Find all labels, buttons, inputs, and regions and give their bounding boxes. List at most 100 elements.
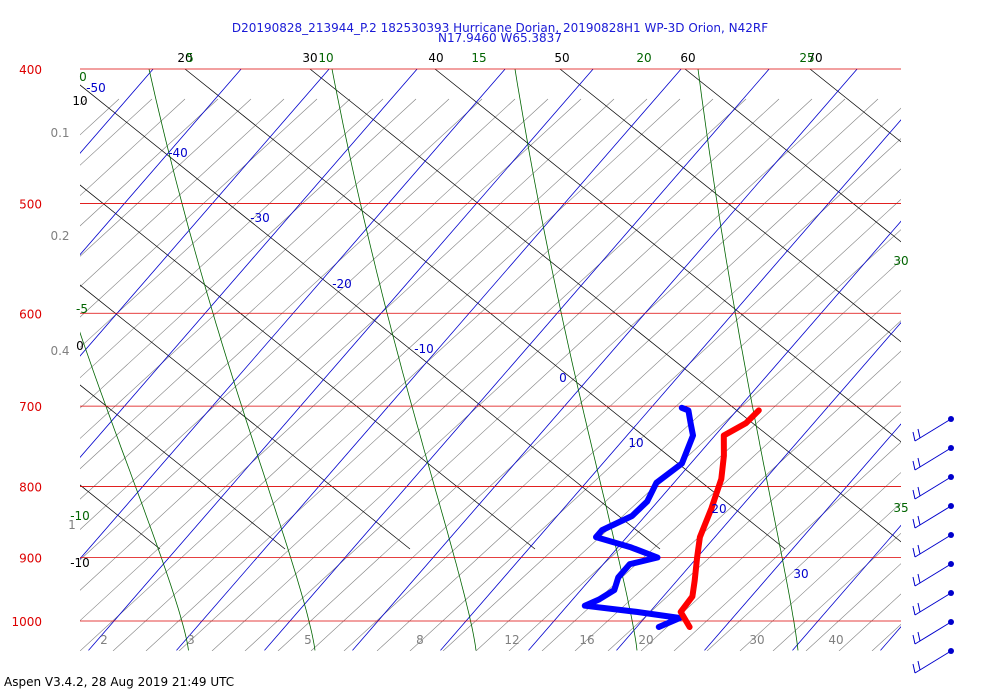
mixing-ratio-line (409, 198, 901, 651)
mixing-ratio-line (343, 138, 901, 651)
mixing-ratio-line (80, 98, 285, 288)
dry-adiabat-line (80, 184, 536, 550)
mixing-ratio-line (80, 98, 186, 197)
wind-barb-flag (912, 518, 916, 529)
dry-adiabat-lines (80, 69, 901, 550)
isotherm-label: 0 (559, 371, 567, 385)
dry-adiabat-line (80, 84, 661, 550)
dry-adiabat-line (684, 69, 901, 243)
wind-barb-staff (914, 418, 952, 442)
isotherm-label: -10 (414, 342, 434, 356)
wind-barb-flag (917, 428, 921, 439)
wind-barb (912, 561, 954, 587)
isotherm-label: -40 (168, 146, 188, 160)
moist-adiabat-line (514, 69, 638, 651)
mixing-ratio-line (0, 99, 20, 651)
wind-barb (912, 416, 954, 442)
isotherm-line (80, 69, 330, 357)
dry-adiabat-label: 10 (72, 94, 87, 108)
mixing-ratio-line (80, 98, 615, 591)
dry-adiabat-label: 0 (76, 339, 84, 353)
mixing-ratio-line (475, 259, 901, 651)
dry-adiabat-line (559, 69, 901, 343)
mixing-ratio-line (871, 623, 901, 651)
mixing-ratio-line (607, 381, 901, 651)
mixing-ratio-label: 30 (749, 633, 764, 647)
wind-barb-flag (917, 544, 921, 555)
wind-barb (912, 619, 954, 645)
moist-adiabat-label: 30 (893, 254, 908, 268)
wind-barb-flag (917, 573, 921, 584)
moist-adiabat-label: -10 (70, 509, 90, 523)
mixing-ratio-line (80, 98, 318, 318)
mixing-ratio-line (80, 98, 252, 257)
mixing-ratio-line (905, 99, 1000, 651)
wind-barb-flag (912, 576, 916, 587)
dewpoint-trace (581, 404, 696, 630)
isotherm-label: 20 (711, 502, 726, 516)
isotherm-line (264, 69, 770, 651)
wind-barb (912, 474, 954, 500)
isotherm-lines (80, 69, 1000, 651)
wind-barbs (912, 416, 954, 674)
isotherm-label: 30 (793, 567, 808, 581)
dry-adiabat-label: -10 (70, 556, 90, 570)
mixing-ratio-line (805, 563, 901, 651)
mixing-ratio-line (310, 107, 901, 651)
sounding-traces (581, 404, 762, 630)
mixing-ratio-line (112, 98, 714, 651)
isotherm-label: -50 (86, 81, 106, 95)
dry-adiabat-top-label: 50 (554, 51, 569, 65)
moist-adiabat-line (904, 69, 982, 650)
moist-adiabat-label: -5 (76, 302, 88, 316)
mixing-ratio-line (376, 168, 901, 651)
moist-adiabat-line (80, 331, 189, 651)
mixing-ratio-line (145, 98, 747, 651)
wind-barb-staff (914, 476, 952, 500)
temperature-trace (677, 407, 762, 630)
mixing-ratio-line (938, 99, 1000, 651)
mixing-ratio-label: 0.2 (50, 229, 69, 243)
dry-adiabat-line (309, 69, 901, 543)
chart-subtitle-location: N17.9460 W65.3837 (438, 31, 562, 45)
mixing-ratio-label: 40 (828, 633, 843, 647)
moist-adiabat-top-label: 10 (318, 51, 333, 65)
pressure-label: 400 (19, 63, 42, 77)
mixing-ratio-label: 3 (187, 633, 195, 647)
wind-barb-flag (917, 660, 921, 671)
wind-barb-staff (914, 534, 952, 558)
dry-adiabat-line (80, 284, 411, 550)
dry-adiabat-line (80, 384, 286, 550)
isotherm-line (176, 69, 682, 651)
moist-adiabat-lines (80, 69, 982, 651)
wind-barb (912, 445, 954, 471)
isotherm-line (528, 220, 901, 651)
isotherm-line (968, 69, 1000, 650)
wind-barb (912, 648, 954, 674)
moist-adiabat-top-label: 5 (186, 51, 194, 65)
moist-adiabat-label: 35 (893, 501, 908, 515)
mixing-ratio-line (0, 99, 53, 651)
wind-barb-flag (917, 631, 921, 642)
mixing-ratio-line (80, 98, 648, 622)
wind-barb-staff (914, 563, 952, 587)
isotherm-line (80, 69, 418, 459)
mixing-ratio-label: 2 (100, 633, 108, 647)
isotherm-line (440, 119, 901, 651)
wind-barb-flag (912, 663, 916, 674)
mixing-ratio-label: 8 (416, 633, 424, 647)
isotherm-line (616, 322, 901, 651)
wind-barb-flag (912, 460, 916, 471)
pressure-label: 600 (19, 307, 42, 321)
pressure-label: 900 (19, 552, 42, 566)
mixing-ratio-line (178, 98, 780, 651)
pressure-label: 500 (19, 197, 42, 211)
mixing-ratio-line (80, 98, 351, 348)
mixing-ratio-label: 16 (579, 633, 594, 647)
dry-adiabat-top-label: 60 (680, 51, 695, 65)
mixing-ratio-line (574, 350, 901, 651)
moist-adiabat-line (331, 69, 477, 651)
wind-barb-flag (912, 489, 916, 500)
mixing-ratio-line (80, 98, 417, 409)
